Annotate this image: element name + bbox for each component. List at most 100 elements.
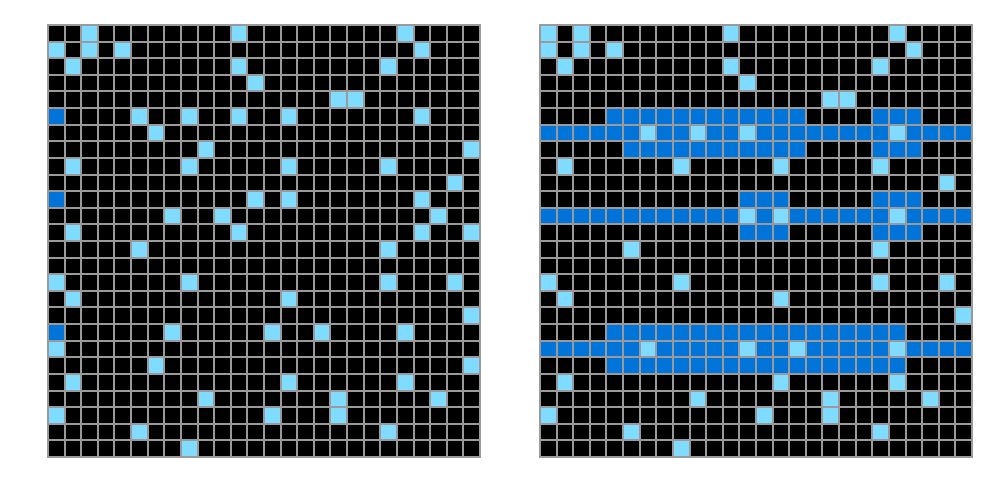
input-empty-cell bbox=[230, 340, 248, 358]
input-empty-cell bbox=[264, 25, 281, 42]
output-empty-cell bbox=[789, 241, 806, 258]
input-empty-cell bbox=[230, 241, 248, 258]
output-dot-cell bbox=[938, 174, 956, 192]
input-empty-cell bbox=[264, 274, 281, 291]
output-dot-cell bbox=[672, 157, 690, 175]
output-empty-cell bbox=[888, 41, 906, 59]
input-empty-cell bbox=[280, 91, 298, 109]
input-empty-cell bbox=[347, 440, 364, 457]
output-empty-cell bbox=[573, 274, 590, 291]
input-empty-cell bbox=[164, 241, 181, 258]
input-empty-cell bbox=[413, 25, 431, 42]
output-fill-cell bbox=[672, 124, 690, 142]
input-empty-cell bbox=[81, 141, 98, 158]
input-dot-cell bbox=[463, 224, 480, 241]
input-empty-cell bbox=[48, 390, 65, 408]
output-empty-cell bbox=[656, 41, 673, 59]
input-empty-cell bbox=[313, 108, 331, 125]
input-empty-cell bbox=[396, 440, 414, 457]
input-dot-cell bbox=[180, 157, 198, 175]
input-empty-cell bbox=[247, 157, 264, 175]
output-empty-cell bbox=[623, 58, 640, 75]
output-empty-cell bbox=[938, 41, 956, 59]
output-empty-cell bbox=[955, 108, 972, 125]
input-empty-cell bbox=[347, 373, 364, 391]
input-empty-cell bbox=[214, 41, 231, 59]
output-fill-cell bbox=[606, 357, 624, 374]
output-empty-cell bbox=[855, 290, 873, 308]
input-empty-cell bbox=[463, 25, 480, 42]
output-empty-cell bbox=[656, 423, 673, 441]
output-fill-cell bbox=[955, 207, 972, 225]
input-empty-cell bbox=[396, 340, 414, 358]
output-fill-cell bbox=[540, 124, 557, 142]
input-empty-cell bbox=[197, 373, 215, 391]
output-dot-cell bbox=[888, 124, 906, 142]
input-empty-cell bbox=[114, 108, 132, 125]
input-empty-cell bbox=[313, 274, 331, 291]
output-empty-cell bbox=[672, 174, 690, 192]
input-empty-cell bbox=[380, 440, 397, 457]
output-empty-cell bbox=[623, 174, 640, 192]
output-empty-cell bbox=[938, 74, 956, 92]
output-empty-cell bbox=[689, 257, 707, 275]
input-empty-cell bbox=[280, 274, 298, 291]
output-empty-cell bbox=[639, 25, 657, 42]
output-empty-cell bbox=[822, 224, 840, 241]
output-fill-cell bbox=[905, 108, 923, 125]
input-empty-cell bbox=[446, 290, 464, 308]
input-empty-cell bbox=[48, 207, 65, 225]
output-fill-cell bbox=[606, 324, 624, 341]
input-empty-cell bbox=[396, 407, 414, 424]
input-empty-cell bbox=[280, 224, 298, 241]
output-fill-cell bbox=[905, 141, 923, 158]
output-empty-cell bbox=[540, 91, 557, 109]
input-empty-cell bbox=[97, 307, 115, 325]
output-empty-cell bbox=[556, 357, 574, 374]
output-fill-cell bbox=[623, 108, 640, 125]
output-empty-cell bbox=[656, 91, 673, 109]
input-empty-cell bbox=[396, 224, 414, 241]
output-fill-cell bbox=[772, 124, 790, 142]
output-dot-cell bbox=[922, 390, 939, 408]
output-empty-cell bbox=[722, 440, 740, 457]
output-empty-cell bbox=[955, 58, 972, 75]
input-empty-cell bbox=[214, 191, 231, 208]
output-empty-cell bbox=[689, 157, 707, 175]
output-empty-cell bbox=[839, 290, 856, 308]
input-empty-cell bbox=[264, 191, 281, 208]
input-empty-cell bbox=[347, 324, 364, 341]
input-empty-cell bbox=[363, 157, 381, 175]
input-dot-cell bbox=[380, 423, 397, 441]
input-empty-cell bbox=[180, 307, 198, 325]
output-dot-cell bbox=[772, 373, 790, 391]
output-empty-cell bbox=[888, 440, 906, 457]
output-empty-cell bbox=[606, 224, 624, 241]
output-empty-cell bbox=[855, 108, 873, 125]
output-empty-cell bbox=[556, 324, 574, 341]
input-empty-cell bbox=[214, 440, 231, 457]
output-empty-cell bbox=[639, 191, 657, 208]
output-empty-cell bbox=[955, 290, 972, 308]
output-empty-cell bbox=[839, 108, 856, 125]
output-fill-cell bbox=[888, 324, 906, 341]
input-empty-cell bbox=[247, 407, 264, 424]
output-empty-cell bbox=[855, 307, 873, 325]
input-dot-cell bbox=[230, 108, 248, 125]
output-fill-cell bbox=[772, 141, 790, 158]
input-empty-cell bbox=[81, 174, 98, 192]
input-empty-cell bbox=[114, 157, 132, 175]
input-empty-cell bbox=[197, 257, 215, 275]
output-empty-cell bbox=[772, 257, 790, 275]
output-empty-cell bbox=[789, 290, 806, 308]
input-empty-cell bbox=[396, 191, 414, 208]
input-empty-cell bbox=[297, 423, 314, 441]
input-empty-cell bbox=[114, 290, 132, 308]
output-fill-cell bbox=[789, 124, 806, 142]
input-empty-cell bbox=[97, 373, 115, 391]
output-fill-cell bbox=[756, 324, 773, 341]
input-empty-cell bbox=[463, 423, 480, 441]
output-fill-cell bbox=[789, 324, 806, 341]
input-empty-cell bbox=[363, 207, 381, 225]
